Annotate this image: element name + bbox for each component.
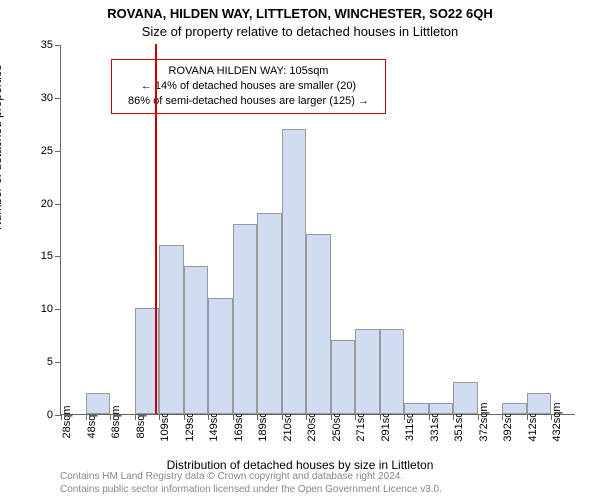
y-tick-label: 30 [41,92,53,104]
histogram-bar [404,403,429,414]
property-marker-line [155,44,157,414]
chart-container: ROVANA, HILDEN WAY, LITTLETON, WINCHESTE… [0,0,600,500]
y-tick-label: 5 [47,356,53,368]
histogram-bar [257,213,282,414]
histogram-bar [331,340,356,414]
x-tick-label: 432sqm [551,402,563,441]
y-tick-label: 0 [47,409,53,421]
plot-area: ROVANA HILDEN WAY: 105sqm ← 14% of detac… [60,45,575,415]
histogram-bar [159,245,184,414]
histogram-bar [453,382,478,414]
y-tick-label: 10 [41,303,53,315]
histogram-bar [306,234,331,414]
y-tick [55,256,61,257]
y-tick [55,204,61,205]
y-tick [55,309,61,310]
attribution-text: Contains HM Land Registry data © Crown c… [60,470,442,496]
histogram-bar [86,393,111,414]
histogram-bar [233,224,258,414]
y-axis-label: Number of detached properties [0,65,4,230]
y-tick [55,362,61,363]
y-tick-label: 15 [41,250,53,262]
histogram-bar [527,393,552,414]
x-tick-label: 68sqm [110,405,122,438]
x-tick-label: 372sqm [478,402,490,441]
y-tick-label: 35 [41,39,53,51]
attribution-line1: Contains HM Land Registry data © Crown c… [60,470,442,483]
annotation-line1: ROVANA HILDEN WAY: 105sqm [120,64,377,79]
y-tick-label: 25 [41,145,53,157]
y-tick [55,45,61,46]
histogram-bar [502,403,527,414]
histogram-bar [380,329,405,414]
histogram-bar [429,403,454,414]
y-tick-label: 20 [41,198,53,210]
annotation-line3: 86% of semi-detached houses are larger (… [120,94,377,109]
annotation-box: ROVANA HILDEN WAY: 105sqm ← 14% of detac… [111,59,386,114]
histogram-bar [208,298,233,414]
chart-title-line2: Size of property relative to detached ho… [0,24,600,39]
x-tick-label: 28sqm [61,405,73,438]
chart-title-line1: ROVANA, HILDEN WAY, LITTLETON, WINCHESTE… [0,6,600,21]
histogram-bar [355,329,380,414]
histogram-bar [282,129,307,414]
y-tick [55,98,61,99]
annotation-line2: ← 14% of detached houses are smaller (20… [120,79,377,94]
y-tick [55,151,61,152]
histogram-bar [184,266,209,414]
attribution-line2: Contains public sector information licen… [60,483,442,496]
